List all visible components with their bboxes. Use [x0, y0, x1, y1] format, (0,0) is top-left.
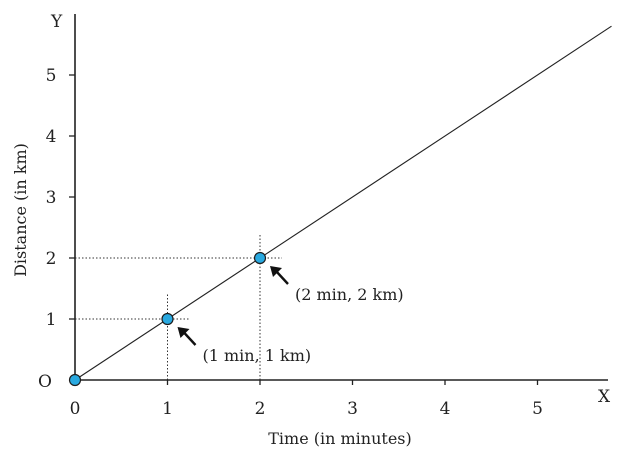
- point-annotation: (2 min, 2 km): [295, 285, 404, 304]
- origin-label: O: [38, 372, 52, 392]
- y-axis-label: Distance (in km): [11, 143, 30, 277]
- y-tick-label: 3: [46, 188, 57, 208]
- data-points: [68, 251, 267, 387]
- annotation-arrow-shaft: [182, 331, 197, 346]
- x-tick-label: 0: [70, 399, 81, 419]
- point-annotation: (1 min, 1 km): [203, 346, 312, 365]
- x-tick-marks: 0 1 2 3 4 5: [70, 380, 543, 419]
- data-point: [253, 251, 267, 265]
- annotation-arrow-shaft: [275, 270, 289, 285]
- y-tick-label: 4: [46, 127, 57, 147]
- x-axis-letter: X: [598, 387, 611, 407]
- series-line: [74, 25, 612, 381]
- axes: [74, 14, 608, 381]
- y-axis-letter: Y: [50, 12, 63, 32]
- y-tick-label: 1: [46, 310, 57, 330]
- x-tick-label: 3: [347, 399, 358, 419]
- annotation-arrow-head: [270, 266, 282, 277]
- x-tick-label: 4: [440, 399, 451, 419]
- y-tick-marks: 1 2 3 4 5: [46, 66, 75, 330]
- annotation-arrows: (1 min, 1 km) (2 min, 2 km): [177, 266, 404, 365]
- y-tick-label: 2: [46, 249, 57, 269]
- y-tick-label: 5: [46, 66, 57, 86]
- x-axis-label: Time (in minutes): [268, 429, 412, 448]
- data-point: [161, 312, 174, 326]
- x-tick-label: 5: [532, 399, 543, 419]
- data-point: [68, 373, 82, 387]
- x-tick-label: 2: [255, 399, 266, 419]
- annotation-arrow-head: [177, 327, 190, 338]
- x-tick-label: 1: [162, 399, 173, 419]
